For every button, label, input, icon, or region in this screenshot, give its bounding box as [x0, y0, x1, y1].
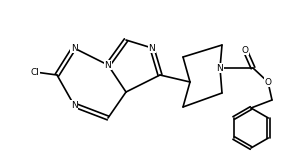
Text: O: O	[241, 45, 249, 55]
Text: N: N	[71, 43, 78, 53]
Text: N: N	[105, 61, 111, 69]
Text: N: N	[71, 101, 78, 109]
Text: N: N	[148, 43, 155, 53]
Text: N: N	[217, 63, 223, 73]
Text: O: O	[265, 77, 271, 87]
Text: Cl: Cl	[31, 67, 40, 77]
